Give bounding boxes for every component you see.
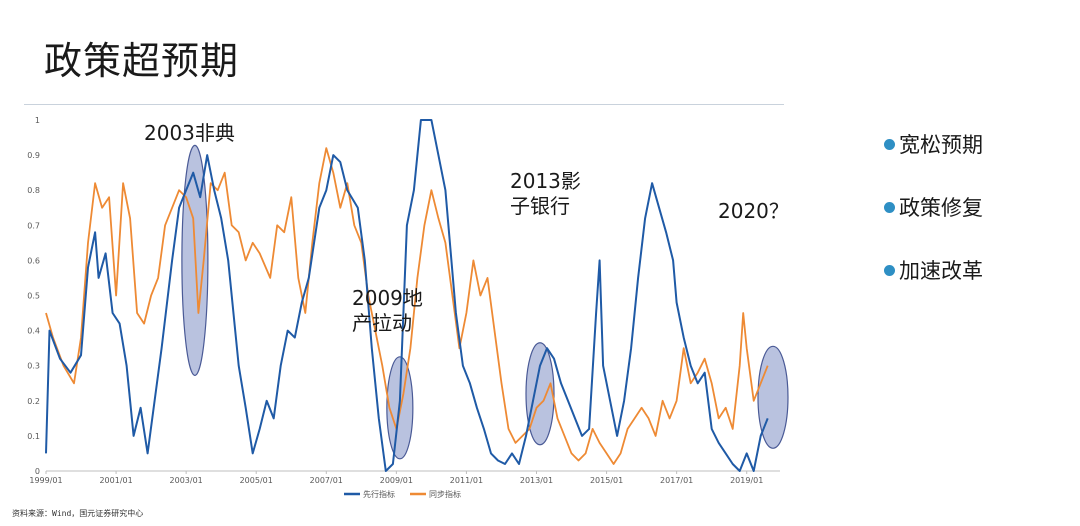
x-axis: 1999/01 2001/01 2003/01 2005/01 2007/01 2009/… xyxy=(29,470,780,485)
y-tick-label: 0.2 xyxy=(27,397,40,406)
bullet-icon xyxy=(884,138,895,150)
x-tick-label: 2013/01 xyxy=(520,476,553,485)
x-tick-label: 2003/01 xyxy=(170,476,203,485)
title-divider xyxy=(24,104,784,105)
x-tick-label: 2017/01 xyxy=(660,476,693,485)
side-item-label: 加速改革 xyxy=(899,259,983,283)
y-tick-label: 0.7 xyxy=(27,221,40,230)
series-lines xyxy=(45,119,769,472)
y-tick-label: 0.5 xyxy=(27,292,40,301)
side-list: 宽松预期 政策修复 加速改革 xyxy=(884,124,983,313)
line-chart: 0 0.1 0.2 0.3 0.4 0.5 0.6 0.7 0.8 0.9 1 1999/01 200… xyxy=(27,116,789,499)
x-tick-label: 2007/01 xyxy=(310,476,343,485)
x-tick-label: 1999/01 xyxy=(29,476,62,485)
x-tick-label: 2009/01 xyxy=(380,476,413,485)
source-note: 资料来源：Wind，国元证券研究中心 xyxy=(12,509,144,518)
legend: 先行指标 同步指标 xyxy=(344,489,461,499)
y-tick-label: 0.6 xyxy=(27,256,40,265)
y-tick-label: 0.4 xyxy=(27,327,40,336)
page-title: 政策超预期 xyxy=(44,39,240,83)
annotation-text: 2013影 xyxy=(510,169,581,193)
y-tick-label: 1 xyxy=(35,116,40,125)
x-tick-label: 2001/01 xyxy=(99,476,132,485)
legend-label: 先行指标 xyxy=(363,489,395,499)
y-axis: 0 0.1 0.2 0.3 0.4 0.5 0.6 0.7 0.8 0.9 1 xyxy=(27,116,40,476)
y-tick-label: 0.3 xyxy=(27,362,40,371)
x-tick-label: 2019/01 xyxy=(730,476,763,485)
highlight-ellipses xyxy=(181,144,789,460)
annotation-text: 2020？ xyxy=(718,199,789,223)
x-tick-label: 2011/01 xyxy=(450,476,483,485)
x-tick-label: 2015/01 xyxy=(590,476,623,485)
side-item-accelerate-reform: 加速改革 xyxy=(884,250,983,290)
y-tick-label: 0 xyxy=(35,467,40,476)
series-line-sync xyxy=(45,147,769,465)
y-tick-label: 0.8 xyxy=(27,186,40,195)
x-tick-label: 2005/01 xyxy=(240,476,273,485)
legend-label: 同步指标 xyxy=(429,489,461,499)
annotation: 2020？ xyxy=(718,199,789,223)
bullet-icon xyxy=(884,264,895,276)
side-item-loose-expectation: 宽松预期 xyxy=(884,124,983,164)
y-tick-label: 0.9 xyxy=(27,151,40,160)
annotation-text: 产拉动 xyxy=(352,311,412,335)
side-item-policy-repair: 政策修复 xyxy=(884,187,983,227)
series-line-lead xyxy=(45,119,769,472)
side-item-label: 政策修复 xyxy=(899,196,983,220)
annotation-text: 子银行 xyxy=(510,194,570,218)
annotation-text: 2003非典 xyxy=(144,121,235,145)
bullet-icon xyxy=(884,201,895,213)
y-tick-label: 0.1 xyxy=(27,432,40,441)
highlight-ellipse xyxy=(525,342,555,446)
annotation-text: 2009地 xyxy=(352,286,423,310)
side-item-label: 宽松预期 xyxy=(899,133,983,157)
annotation: 2003非典 xyxy=(144,121,235,145)
